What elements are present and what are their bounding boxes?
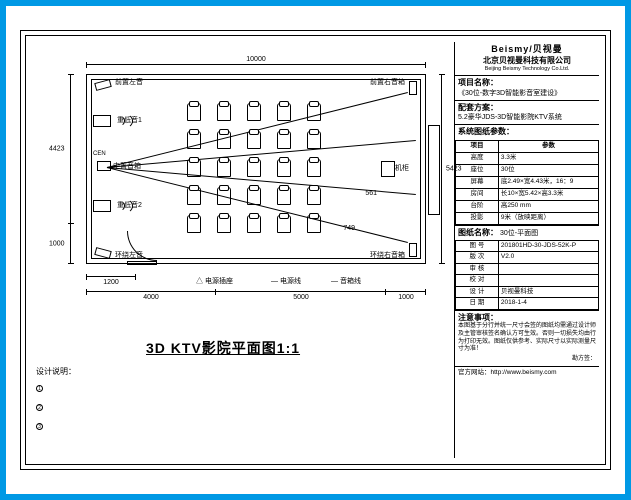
dim-b1-v: 1200: [103, 279, 119, 286]
company-en: Beijing Beismy Technology Co.Ltd.: [458, 66, 596, 73]
dim-b4-v: 1000: [398, 294, 414, 301]
room-outline: 前置左音 环绕左音 重低音1 重低音2 CEN 中置音箱 前置右音箱 环绕右音箱: [86, 74, 426, 264]
note-bullet-2: 2: [36, 404, 43, 411]
dim-top: 10000: [86, 64, 426, 65]
seat: [277, 103, 291, 121]
seat: [277, 159, 291, 177]
seat: [187, 215, 201, 233]
seat: [217, 159, 231, 177]
screen: [428, 125, 440, 215]
dim-b3-v: 5000: [293, 294, 309, 301]
dim-561: 561: [365, 190, 377, 197]
drawing-value: 30位-平面图: [500, 230, 538, 237]
seat: [307, 103, 321, 121]
sheet-inner-border: 10000 4423 1000 5423 前置左音 环绕左音: [25, 35, 606, 465]
design-notes: 设计说明： 1 2 3: [36, 366, 445, 430]
surround-r-bot-label: 环绕右音箱: [370, 252, 405, 259]
seat: [277, 187, 291, 205]
design-note-label: 设计说明：: [36, 366, 445, 377]
front-left-label: 前置左音: [115, 79, 143, 86]
company-logo: Beismy/贝视曼: [458, 44, 596, 56]
warning-text: 本图基于分行并统一尺寸会签的图纸均需通过设计师及主管审核签名确认方可生效。否则一…: [458, 323, 596, 354]
scheme-value: 5.2豪华JDS-3D智能影院KTV系统: [458, 113, 596, 122]
center-label-en: CEN: [93, 151, 106, 157]
warning-sign: 勘方签：: [458, 356, 596, 364]
drawing-label: 图纸名称：: [458, 228, 498, 237]
website-url: http://www.beismy.com: [491, 369, 557, 376]
dim-b4: 1000: [386, 291, 426, 292]
note-bullet-3: 3: [36, 423, 43, 430]
dim-top-value: 10000: [246, 56, 265, 63]
title-block: Beismy/贝视曼 北京贝视曼科技有限公司 Beijing Beismy Te…: [454, 42, 599, 458]
note-bullet-1: 1: [36, 385, 43, 392]
website-label: 官方网站：: [458, 369, 491, 376]
seat: [247, 131, 261, 149]
seat: [217, 103, 231, 121]
floor-plan: 10000 4423 1000 5423 前置左音 环绕左音: [56, 56, 436, 326]
dim-b3: 5000: [216, 291, 386, 292]
sub1-label: 重低音1: [117, 117, 142, 124]
outer-frame: 10000 4423 1000 5423 前置左音 环绕左音: [0, 0, 631, 500]
surround-r-top: [409, 81, 417, 95]
seat: [247, 103, 261, 121]
dim-b2-v: 4000: [143, 294, 159, 301]
project-label: 项目名称：: [458, 78, 596, 88]
warning-label: 注意事项：: [458, 313, 596, 323]
dim-b1: 1200: [86, 276, 136, 277]
seat: [277, 131, 291, 149]
company-cn: 北京贝视曼科技有限公司: [458, 56, 596, 66]
door: [127, 261, 157, 265]
sysparams-label: 系统图纸参数：: [455, 125, 599, 139]
seat: [307, 187, 321, 205]
dim-left-upper-value: 4423: [49, 146, 65, 153]
seat: [217, 187, 231, 205]
dim-749: 749: [343, 225, 355, 232]
legend-wire: — 电源线: [271, 278, 301, 285]
plan-title: 3D KTV影院平面图1:1: [146, 338, 300, 358]
seat: [247, 215, 261, 233]
legend-spk: — 音箱线: [331, 278, 361, 285]
scheme-label: 配套方案：: [458, 103, 596, 113]
seat: [247, 187, 261, 205]
seat: [187, 103, 201, 121]
seat: [307, 159, 321, 177]
dim-left-upper: 4423: [70, 74, 71, 224]
legend-socket: △ 电源插座: [196, 278, 233, 285]
surround-r-top-label: 前置右音箱: [370, 79, 405, 86]
seat: [187, 159, 201, 177]
drawing-table: 图 号201801HD-30-JDS-52K-P版 次V2.0审 核校 对设 计…: [455, 240, 599, 310]
sub2-label: 重低音2: [117, 202, 142, 209]
dim-right: 5423: [441, 74, 442, 264]
seat: [307, 131, 321, 149]
dim-left-lower: 1000: [70, 224, 71, 264]
sysparams-table: 项目参数高度3.3米座位30位屏幕底2.49×宽4.43米，16：9房间长10×…: [455, 140, 599, 225]
amp-label: 机柜: [395, 165, 409, 172]
surround-r-bot: [409, 243, 417, 257]
seat: [217, 131, 231, 149]
seat: [217, 215, 231, 233]
amp-rack: [381, 161, 395, 177]
project-value: 《30位-数字3D智能影音室建设》: [458, 89, 596, 98]
seat: [307, 215, 321, 233]
seat: [187, 187, 201, 205]
seat: [277, 215, 291, 233]
seat: [187, 131, 201, 149]
seat: [247, 159, 261, 177]
drawing-sheet: 10000 4423 1000 5423 前置左音 环绕左音: [20, 30, 611, 470]
dim-left-lower-value: 1000: [49, 241, 65, 248]
dim-b2: 4000: [86, 291, 216, 292]
